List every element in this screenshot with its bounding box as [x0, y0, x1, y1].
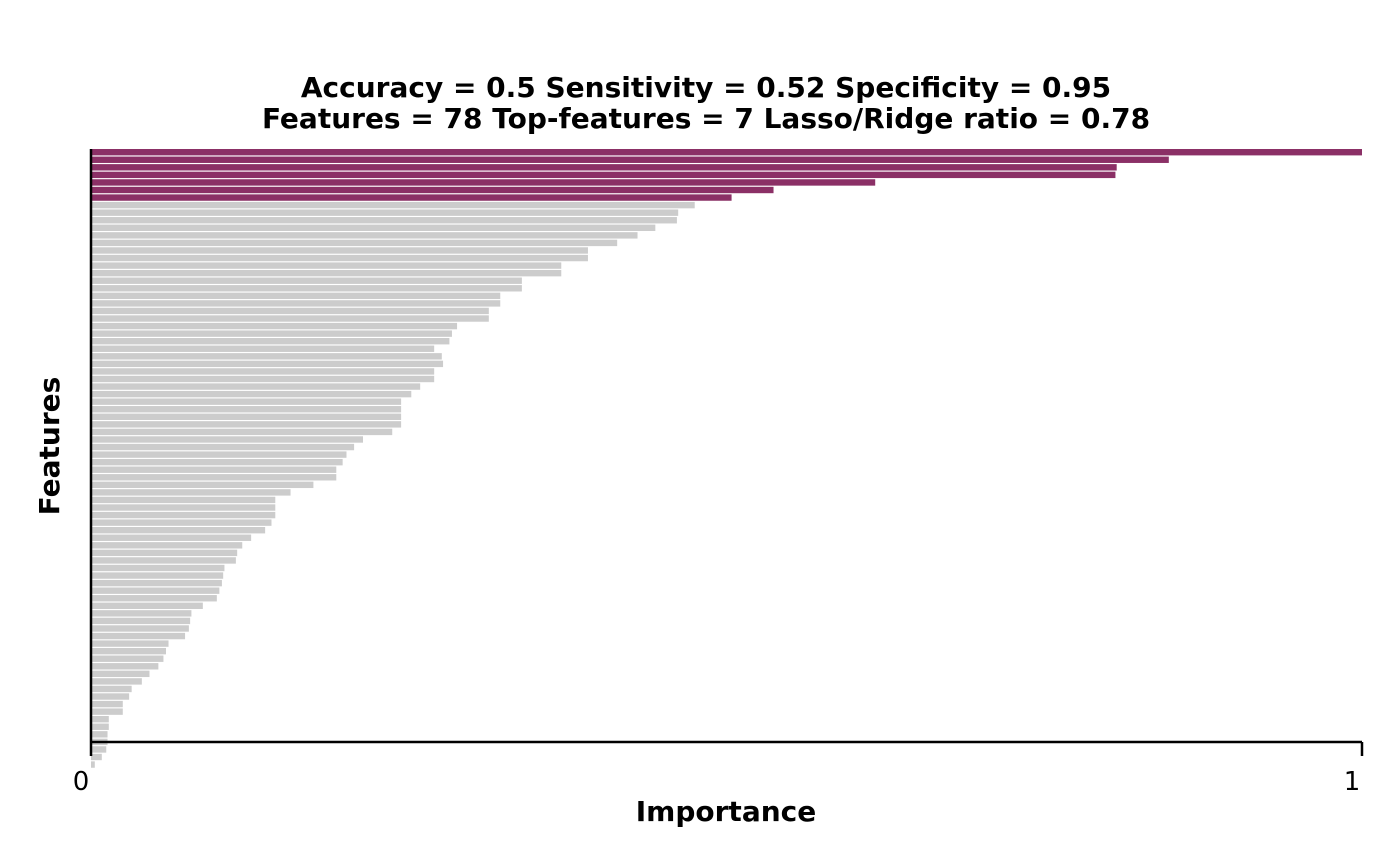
feature-bar [91, 587, 220, 594]
feature-bar [91, 761, 95, 768]
feature-bar [91, 731, 108, 738]
feature-bar [91, 723, 109, 730]
feature-bar [91, 217, 677, 224]
feature-bar [91, 716, 109, 723]
top-feature-bar [91, 186, 774, 194]
feature-bar [91, 247, 588, 254]
feature-bar [91, 511, 276, 519]
feature-bar [91, 481, 314, 489]
feature-bar [91, 693, 130, 700]
feature-bar [91, 534, 252, 541]
feature-bar [91, 383, 421, 390]
chart-title-line2: Features = 78 Top-features = 7 Lasso/Rid… [262, 102, 1150, 135]
feature-bar [91, 451, 347, 458]
bars-group [91, 149, 1362, 768]
feature-bar [91, 670, 150, 678]
top-feature-bar [91, 149, 1362, 156]
feature-bar [91, 254, 588, 262]
feature-bar [91, 617, 191, 625]
feature-bar [91, 277, 522, 284]
feature-bar [91, 572, 224, 579]
feature-bar [91, 345, 435, 352]
feature-bar [91, 262, 562, 269]
feature-bar [91, 375, 435, 383]
feature-bar [91, 330, 452, 337]
feature-bar [91, 368, 435, 375]
feature-bar [91, 466, 337, 473]
x-tick-label: 0 [73, 767, 90, 797]
feature-bar [91, 685, 132, 693]
feature-bar [91, 406, 402, 413]
top-feature-bar [91, 179, 876, 186]
feature-bar [91, 663, 159, 670]
feature-bar [91, 436, 363, 443]
feature-bar [91, 322, 458, 330]
feature-bar [91, 292, 501, 300]
feature-bar [91, 300, 501, 307]
feature-bar [91, 557, 236, 564]
top-feature-bar [91, 171, 1116, 179]
feature-bar [91, 579, 222, 587]
feature-bar [91, 353, 442, 360]
feature-bar [91, 398, 402, 405]
feature-bar [91, 678, 142, 685]
feature-bar [91, 428, 393, 436]
feature-bar [91, 746, 107, 753]
feature-bar [91, 390, 412, 398]
feature-bar [91, 519, 272, 526]
feature-bar [91, 239, 618, 247]
feature-bar [91, 655, 164, 662]
feature-bar [91, 360, 444, 368]
feature-bar [91, 496, 276, 504]
feature-bar [91, 640, 169, 647]
feature-bar [91, 338, 450, 345]
feature-bar [91, 269, 562, 277]
feature-bar [91, 224, 656, 231]
feature-bar [91, 232, 638, 239]
top-feature-bar [91, 164, 1117, 171]
y-axis-label: Features [33, 377, 66, 516]
feature-bar [91, 443, 355, 451]
feature-bar [91, 610, 192, 617]
feature-bar [91, 413, 402, 420]
feature-bar [91, 489, 291, 496]
feature-bar [91, 504, 276, 511]
feature-bar [91, 307, 489, 315]
feature-bar [91, 527, 266, 534]
feature-bar [91, 700, 123, 708]
feature-bar [91, 421, 402, 428]
x-axis-label: Importance [636, 795, 816, 828]
top-feature-bar [91, 194, 732, 201]
feature-bar [91, 564, 225, 572]
feature-bar [91, 549, 238, 557]
x-tick-label: 1 [1344, 767, 1361, 797]
feature-bar [91, 201, 695, 209]
feature-bar [91, 458, 343, 466]
feature-bar [91, 602, 203, 609]
feature-bar [91, 474, 337, 481]
feature-bar [91, 285, 522, 292]
feature-bar [91, 209, 679, 216]
feature-bar [91, 753, 102, 761]
feature-bar [91, 647, 166, 655]
feature-bar [91, 632, 186, 640]
top-feature-bar [91, 156, 1169, 163]
feature-bar [91, 625, 189, 632]
feature-bar [91, 708, 123, 715]
feature-bar [91, 315, 489, 322]
feature-bar [91, 595, 217, 602]
chart-title-line1: Accuracy = 0.5 Sensitivity = 0.52 Specif… [301, 71, 1111, 104]
feature-bar [91, 542, 243, 549]
